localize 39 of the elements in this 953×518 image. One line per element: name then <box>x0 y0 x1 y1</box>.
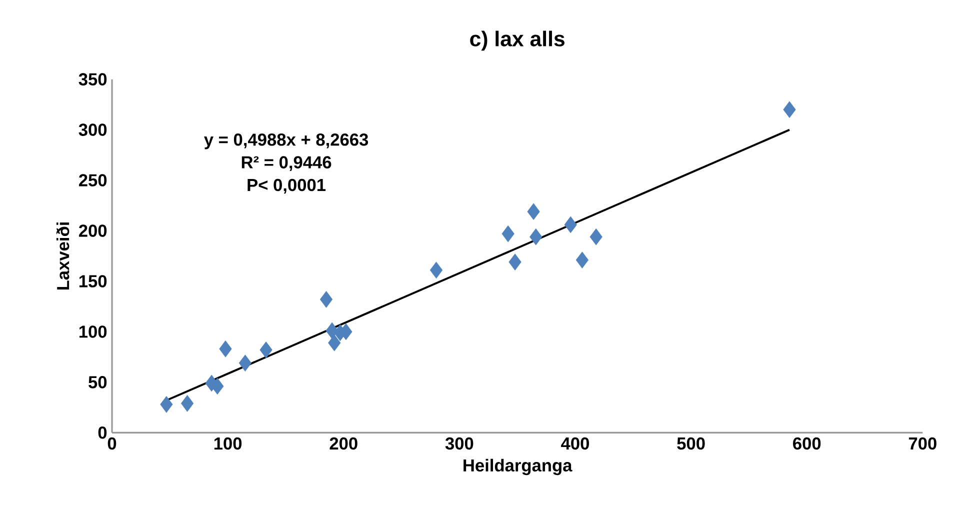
x-tick-label: 700 <box>908 437 936 450</box>
point <box>576 252 588 268</box>
point <box>160 396 173 413</box>
point <box>564 216 577 233</box>
y-tick-label: 50 <box>88 376 107 388</box>
annotation: P< 0,0001 <box>248 178 326 194</box>
x-axis-title: Heildarganga <box>464 458 572 476</box>
y-tick-label: 350 <box>78 73 107 86</box>
x-tick-label: 400 <box>561 437 589 450</box>
x-tick-label: 500 <box>677 437 705 450</box>
annotation: R² = 0,9446 <box>242 156 332 171</box>
y-tick-label: 250 <box>78 174 107 186</box>
point <box>783 101 796 118</box>
point <box>181 395 194 412</box>
point <box>508 254 522 270</box>
point <box>219 340 232 358</box>
chart-title: c) lax alls <box>470 30 564 51</box>
x-tick-label: 200 <box>330 437 358 450</box>
point <box>430 262 443 278</box>
point <box>238 354 252 372</box>
x-tick-label: 600 <box>793 437 821 450</box>
x-tick-label: 300 <box>445 437 474 450</box>
point <box>320 291 333 308</box>
y-tick-label: 100 <box>79 326 107 338</box>
y-axis-title: Laxveiði <box>56 222 70 290</box>
y-tick-label: 0 <box>98 426 107 439</box>
point <box>530 228 542 246</box>
point <box>502 226 514 242</box>
x-tick-label: 100 <box>214 437 242 450</box>
point <box>328 334 341 352</box>
point <box>590 228 602 246</box>
point <box>260 342 272 358</box>
y-tick-label: 300 <box>78 124 107 136</box>
point <box>211 378 224 394</box>
y-tick-label: 150 <box>79 275 107 288</box>
annotation: y = 0,4988x + 8,2663 <box>204 134 368 150</box>
point <box>527 203 540 220</box>
x-tick-label: 0 <box>108 437 116 450</box>
y-tick-label: 200 <box>78 224 107 237</box>
